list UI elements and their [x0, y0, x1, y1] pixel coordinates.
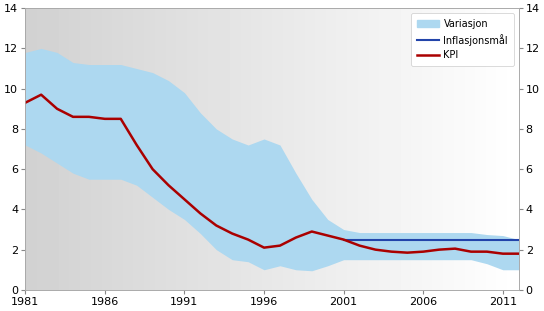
Legend: Variasjon, Inflasjonsmål, KPI: Variasjon, Inflasjonsmål, KPI: [411, 13, 514, 66]
